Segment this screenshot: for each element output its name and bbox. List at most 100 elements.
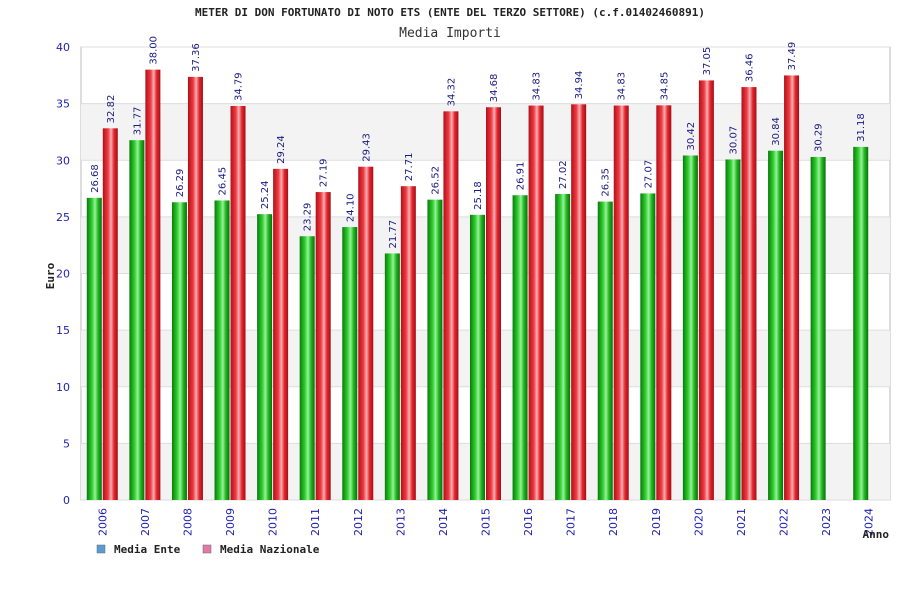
value-label: 26.52 [430,166,441,195]
legend-label-media-ente: Media Ente [114,543,181,556]
bar-media-nazionale-2018 [613,105,629,501]
x-tick-label: 2020 [692,508,705,536]
value-label: 30.07 [728,126,739,155]
chart-subtitle: Media Importi [399,26,501,41]
x-tick-label: 2006 [96,508,109,536]
value-label: 21.77 [388,220,399,249]
bar-media-ente-2007 [129,140,145,500]
y-tick-label: 15 [56,324,70,337]
value-label: 27.71 [404,153,415,182]
legend-label-media-nazionale: Media Nazionale [220,543,320,556]
x-tick-label: 2023 [820,508,833,536]
bar-media-ente-2023 [810,156,826,500]
value-label: 32.82 [106,95,117,124]
value-label: 30.84 [771,117,782,146]
y-tick-label: 20 [56,268,70,281]
bar-media-nazionale-2007 [145,69,161,501]
y-axis-ticks: 0 5 10 15 20 25 30 35 40 [56,41,70,507]
x-tick-label: 2008 [181,508,194,536]
bar-media-nazionale-2022 [784,75,800,500]
value-label: 34.32 [446,78,457,107]
bar-media-ente-2008 [171,202,187,500]
value-label: 37.36 [191,43,202,72]
bars [86,69,869,501]
bar-media-ente-2011 [299,236,315,500]
x-tick-label: 2016 [522,508,535,536]
bar-media-nazionale-2010 [273,168,289,500]
bar-media-nazionale-2009 [230,106,246,501]
x-tick-label: 2015 [480,508,493,536]
bar-media-ente-2012 [342,227,358,500]
y-axis-label: Euro [44,262,57,289]
value-label: 34.68 [489,74,500,103]
bar-media-nazionale-2021 [741,87,757,500]
y-tick-label: 35 [56,98,70,111]
x-tick-label: 2013 [394,508,407,536]
bar-media-ente-2021 [725,159,741,500]
value-label: 38.00 [148,36,159,65]
value-label: 27.19 [319,158,330,187]
value-label: 27.07 [643,160,654,189]
x-tick-label: 2012 [352,508,365,536]
x-tick-label: 2022 [778,508,791,536]
x-tick-label: 2017 [565,508,578,536]
bar-media-ente-2015 [470,214,485,501]
value-label: 37.05 [702,47,713,76]
bar-media-ente-2019 [640,193,656,500]
bar-media-nazionale-2019 [656,105,672,500]
bar-media-nazionale-2011 [315,192,331,501]
value-label: 26.45 [218,167,229,196]
bar-media-nazionale-2014 [443,111,459,501]
value-label: 37.49 [787,42,798,71]
y-tick-label: 30 [56,154,70,167]
bar-media-nazionale-2017 [571,104,587,500]
bar-media-nazionale-2012 [358,166,374,500]
bar-media-ente-2024 [853,146,869,500]
legend-swatch-media-ente [96,544,106,554]
y-tick-label: 0 [63,494,70,507]
bar-media-ente-2020 [682,155,698,500]
legend: Media Ente Media Nazionale [96,543,320,556]
value-label: 26.35 [601,168,612,197]
bar-media-nazionale-2016 [528,105,544,501]
value-label: 26.29 [175,169,186,198]
x-tick-label: 2024 [863,508,876,536]
x-tick-label: 2021 [735,508,748,536]
value-label: 31.77 [132,107,143,136]
value-label: 30.42 [686,122,697,151]
x-tick-label: 2007 [139,508,152,536]
value-label: 34.94 [574,71,585,100]
x-tick-label: 2014 [437,508,450,536]
value-label: 29.43 [361,133,372,162]
bar-media-nazionale-2008 [187,76,203,500]
value-label: 34.83 [532,72,543,101]
bar-media-ente-2013 [384,253,400,500]
bar-media-nazionale-2015 [486,107,501,501]
y-tick-label: 10 [56,381,70,394]
value-labels: 26.68 32.82 31.77 38.00 26.29 37.36 26.45 34.79… [90,36,867,248]
x-tick-label: 2009 [224,508,237,536]
value-label: 31.18 [856,113,867,142]
value-label: 30.29 [814,123,825,152]
x-axis-ticks: 2006 2007 2008 2009 2010 2011 2012 2013 2014 2015… [96,508,875,536]
value-label: 23.29 [303,203,314,232]
legend-swatch-media-nazionale [202,544,212,554]
bar-media-ente-2018 [597,201,613,500]
x-tick-label: 2018 [607,508,620,536]
bar-media-ente-2009 [214,200,230,501]
x-tick-label: 2010 [267,508,280,536]
value-label: 26.91 [516,162,527,191]
value-label: 34.83 [617,72,628,101]
bar-media-ente-2010 [257,214,273,501]
bar-media-nazionale-2020 [698,80,714,500]
value-label: 25.24 [260,181,271,210]
bar-media-ente-2014 [427,199,443,500]
value-label: 29.24 [276,135,287,164]
value-label: 24.10 [345,193,356,222]
bar-media-ente-2022 [768,150,784,500]
bar-media-nazionale-2006 [102,128,118,500]
x-tick-label: 2019 [650,508,663,536]
x-axis-label: Anno [863,528,890,541]
value-label: 27.02 [558,160,569,189]
